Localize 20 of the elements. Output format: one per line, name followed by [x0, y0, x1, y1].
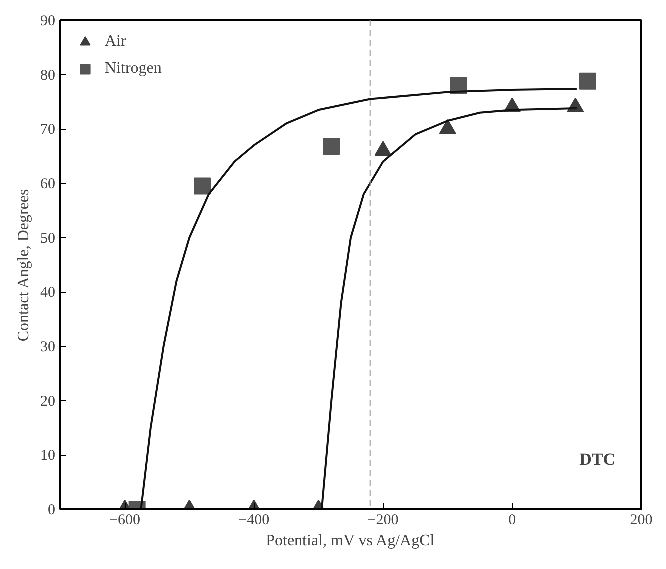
- y-tick-label: 90: [40, 14, 56, 30]
- y-tick-label: 70: [40, 122, 56, 138]
- x-axis-title: Potential, mV vs Ag/AgCl: [266, 532, 436, 550]
- annotation: DTC: [580, 450, 616, 469]
- y-tick-label: 40: [40, 285, 56, 302]
- y-axis-title: Contact Angle, Degrees: [16, 189, 32, 342]
- y-tick-label: 50: [40, 230, 56, 247]
- y-tick-label: 80: [40, 68, 56, 84]
- y-tick-label: 0: [48, 502, 56, 518]
- y-tick-label: 60: [40, 176, 56, 192]
- legend-label: Air: [105, 33, 126, 51]
- x-tick-label: −600: [110, 512, 141, 528]
- y-tick-label: 20: [40, 394, 56, 410]
- x-tick-label: −200: [368, 512, 399, 528]
- x-tick-label: 0: [508, 512, 516, 528]
- y-tick-label: 30: [40, 340, 56, 356]
- x-tick-label: −400: [238, 512, 270, 528]
- x-tick-label: 200: [630, 512, 653, 528]
- y-tick-label: 10: [40, 448, 56, 464]
- legend-label: Nitrogen: [105, 60, 162, 78]
